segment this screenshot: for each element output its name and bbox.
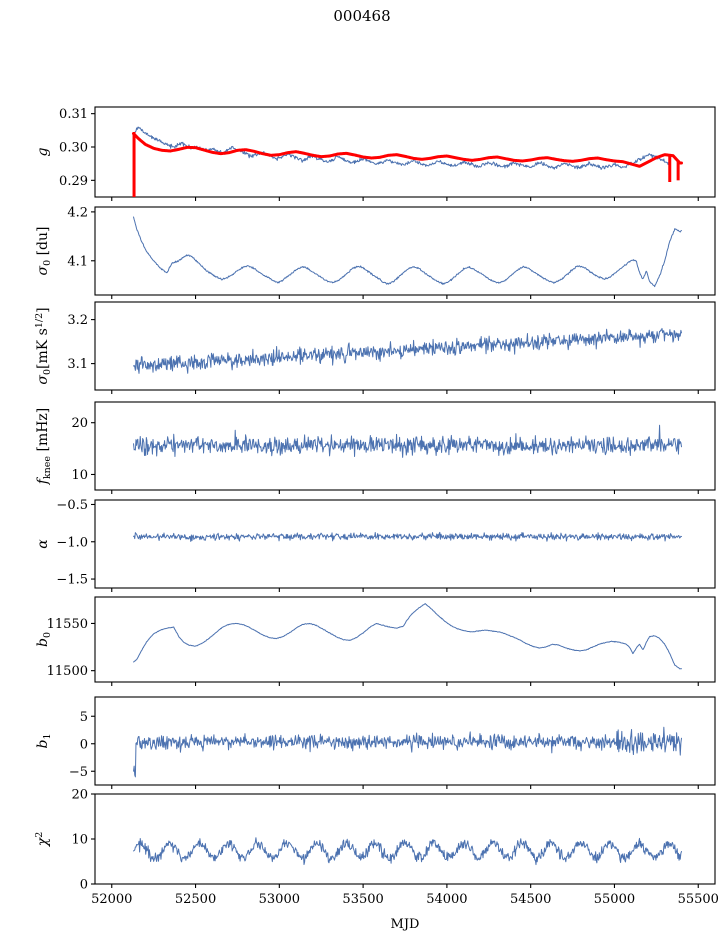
x-tick-label: 54500 [510, 892, 551, 907]
y-tick-label: 0 [80, 878, 88, 893]
y-tick-label: 0.31 [59, 107, 88, 122]
y-tick-label: −0.5 [56, 498, 88, 513]
y-tick-label: 0.29 [59, 174, 88, 189]
y-tick-label: 11550 [47, 617, 88, 632]
x-axis-label: MJD [391, 917, 420, 932]
panel-frame [94, 206, 716, 296]
panel-frame [94, 106, 716, 198]
panels-group: 0.29 0.30 0.31 g 4.1 4.2 σ0 [du] 3.1 3.2 σ0[mK s1… [34, 106, 719, 908]
y-tick-label: 20 [71, 788, 88, 803]
panel-1-g data: 0.29 0.30 0.31 g [35, 106, 716, 201]
x-tick-label: 55000 [594, 892, 635, 907]
y-axis-label: χ2 [34, 832, 51, 848]
y-tick-label: 10 [71, 468, 88, 483]
series-g-fit [132, 132, 683, 168]
y-tick-label: 0.30 [59, 141, 88, 156]
x-tick-label: 53000 [259, 892, 300, 907]
panel-frame [94, 793, 716, 885]
y-tick-label: 10 [71, 833, 88, 848]
panel-7-b1: −5 0 5 b1 [35, 696, 716, 789]
series-b1 [133, 726, 682, 778]
y-tick-label: 11500 [47, 664, 88, 679]
series-alpha [133, 531, 682, 542]
y-tick-label: −1.0 [56, 535, 88, 550]
panel-5-alpha: −1.5 −1.0 −0.5 α [35, 498, 716, 592]
y-axis-label: b0 [35, 632, 53, 647]
x-tick-label: 52500 [175, 892, 216, 907]
y-axis-label: σ0[mK s1/2] [34, 307, 53, 384]
y-tick-label: 20 [71, 416, 88, 431]
series-sigma0-du [133, 216, 682, 288]
panel-4-f_knee: 10 20 fknee [mHz] [35, 401, 716, 494]
series-f-knee [133, 424, 682, 458]
series-chi2 [133, 837, 682, 866]
y-axis-label: σ0 [du] [35, 227, 53, 276]
x-tick-label: 54000 [426, 892, 467, 907]
y-tick-label: 3.2 [67, 313, 88, 328]
panel-frame [94, 596, 716, 683]
y-axis-label: b1 [35, 733, 53, 748]
y-tick-label: 3.1 [67, 357, 88, 372]
x-tick-label: 53500 [342, 892, 383, 907]
y-axis-label: α [35, 539, 51, 549]
panel-8-chi2: 0 10 20 52000 52500 53000 53500 54000 54500 55000… [34, 788, 719, 908]
y-axis-label: g [35, 147, 51, 156]
panel-frame [94, 499, 716, 589]
y-tick-label: 0 [80, 737, 88, 752]
y-tick-label: −5 [69, 765, 88, 780]
x-tick-label: 55500 [678, 892, 719, 907]
y-tick-label: −1.5 [56, 573, 88, 588]
x-tick-label: 52000 [91, 892, 132, 907]
y-tick-label: 4.2 [67, 205, 88, 220]
series-sigma0-mks [133, 327, 682, 374]
y-axis-label: fknee [mHz] [35, 408, 53, 486]
figure-title: 000468 [333, 7, 390, 25]
panel-3-sigma0_mKs: 3.1 3.2 σ0[mK s1/2] [34, 301, 716, 394]
panel-2-sigma0_du: 4.1 4.2 σ0 [du] [35, 205, 716, 299]
y-tick-label: 5 [80, 710, 88, 725]
series-b0 [133, 603, 682, 670]
y-tick-label: 4.1 [67, 254, 88, 269]
panel-frame [94, 301, 716, 391]
